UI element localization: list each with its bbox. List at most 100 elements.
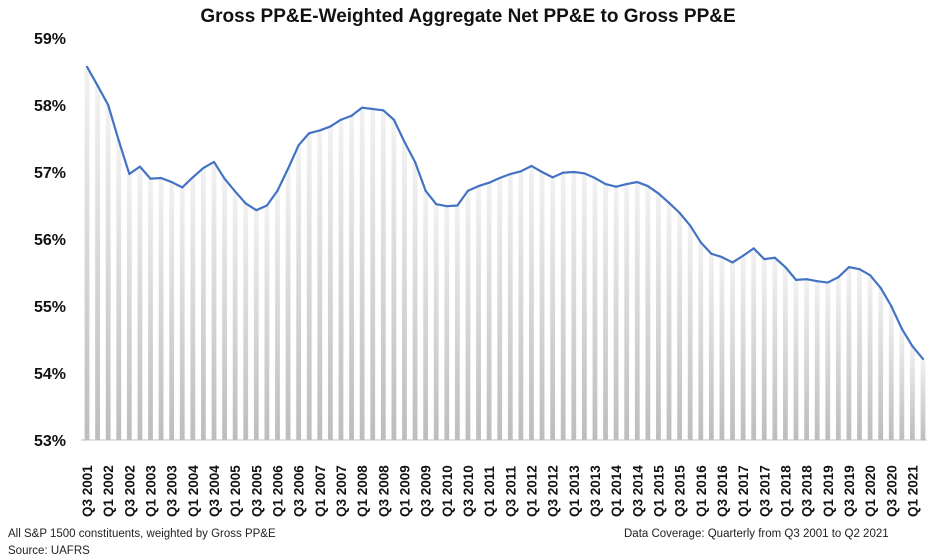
bar [645, 186, 651, 440]
x-tick-label: Q3 2013 [588, 465, 603, 517]
x-tick-label: Q3 2006 [292, 465, 307, 517]
line-point [752, 247, 755, 250]
line-point [763, 258, 766, 261]
line-points [85, 65, 925, 361]
line-point [350, 114, 353, 117]
line-point [890, 304, 893, 308]
x-tick-label: Q3 2016 [715, 465, 730, 517]
bar [349, 115, 354, 440]
bar [878, 287, 884, 440]
line-point [879, 286, 882, 290]
x-tick-label: Q1 2010 [440, 465, 455, 517]
line-point [244, 202, 247, 205]
x-tick-label: Q1 2019 [821, 465, 836, 517]
x-tick-label: Q1 2002 [101, 465, 116, 517]
bar [761, 259, 767, 440]
x-tick-label: Q3 2010 [461, 465, 476, 517]
bar [190, 177, 196, 441]
line-point [149, 177, 152, 180]
x-tick-label: Q3 2004 [207, 465, 222, 517]
x-tick-label: Q1 2004 [186, 465, 201, 517]
bar [380, 110, 386, 441]
x-tick-label: Q1 2009 [397, 465, 412, 517]
x-tick-label: Q3 2014 [630, 465, 645, 517]
bar [910, 346, 915, 440]
bar [740, 255, 746, 440]
x-tick-label: Q1 2018 [778, 465, 793, 517]
bar [412, 161, 418, 440]
x-tick-label: Q3 2008 [376, 465, 391, 517]
y-tick-label: 55% [34, 299, 66, 316]
bar [529, 165, 534, 440]
bar [317, 130, 323, 440]
line-point [593, 176, 597, 180]
line-point [339, 118, 343, 121]
x-tick-label: Q1 2006 [270, 465, 285, 517]
x-tick-label: Q1 2011 [482, 465, 497, 517]
line-point [181, 186, 184, 189]
bar [571, 172, 577, 440]
y-tick-label: 56% [34, 232, 66, 249]
line-point [689, 224, 692, 227]
bar [158, 178, 164, 440]
line-point [308, 132, 311, 135]
line-point [498, 176, 501, 180]
line-point [847, 266, 851, 269]
line-point [413, 160, 417, 164]
x-tick-label: Q1 2015 [651, 465, 666, 517]
line-point [159, 176, 163, 180]
line-point [202, 166, 205, 170]
line-point [731, 261, 734, 264]
bar [624, 184, 630, 440]
line-series [86, 66, 924, 360]
line-point [583, 172, 586, 175]
footnote-source: Source: UAFRS [8, 545, 90, 557]
line-point [784, 266, 787, 269]
bar [518, 171, 524, 440]
bar [888, 306, 894, 440]
x-tick-label: Q3 2012 [546, 465, 561, 517]
x-tick-label: Q3 2002 [122, 465, 137, 517]
bar [137, 166, 143, 440]
x-tick-label: Q1 2003 [143, 465, 158, 517]
x-tick-label: Q1 2013 [567, 465, 582, 517]
bar [95, 85, 100, 440]
line-point [868, 274, 872, 277]
chart-title: Gross PP&E-Weighted Aggregate Net PP&E t… [200, 6, 736, 27]
bar [772, 257, 778, 440]
line-point [382, 109, 385, 112]
bar [656, 193, 661, 440]
bar [105, 105, 111, 440]
x-tick-label: Q1 2020 [863, 465, 878, 517]
bar [708, 253, 714, 440]
bar [275, 190, 280, 440]
bar [116, 140, 122, 440]
x-tick-label: Q3 2011 [503, 465, 518, 517]
line-point [911, 345, 914, 348]
line-point [625, 182, 628, 186]
bar [634, 182, 640, 441]
line-point [816, 280, 819, 283]
line-point [773, 256, 776, 259]
line-point [435, 203, 438, 206]
y-tick-label: 54% [34, 366, 66, 383]
bar [211, 161, 217, 440]
bar [296, 145, 302, 440]
line-point [562, 171, 565, 174]
bar [846, 267, 852, 440]
bar [835, 277, 841, 440]
bar [687, 225, 693, 440]
bar [825, 282, 831, 440]
line-point [477, 184, 480, 188]
line-point [286, 167, 290, 170]
bar [433, 204, 439, 440]
line-point [445, 205, 448, 208]
bar [730, 262, 735, 440]
line-point [117, 139, 120, 142]
x-tick-label: Q3 2015 [673, 465, 688, 517]
bar [486, 182, 492, 440]
line-point [466, 189, 470, 192]
bar [370, 109, 376, 441]
line-point [615, 185, 618, 188]
bar [84, 66, 90, 440]
